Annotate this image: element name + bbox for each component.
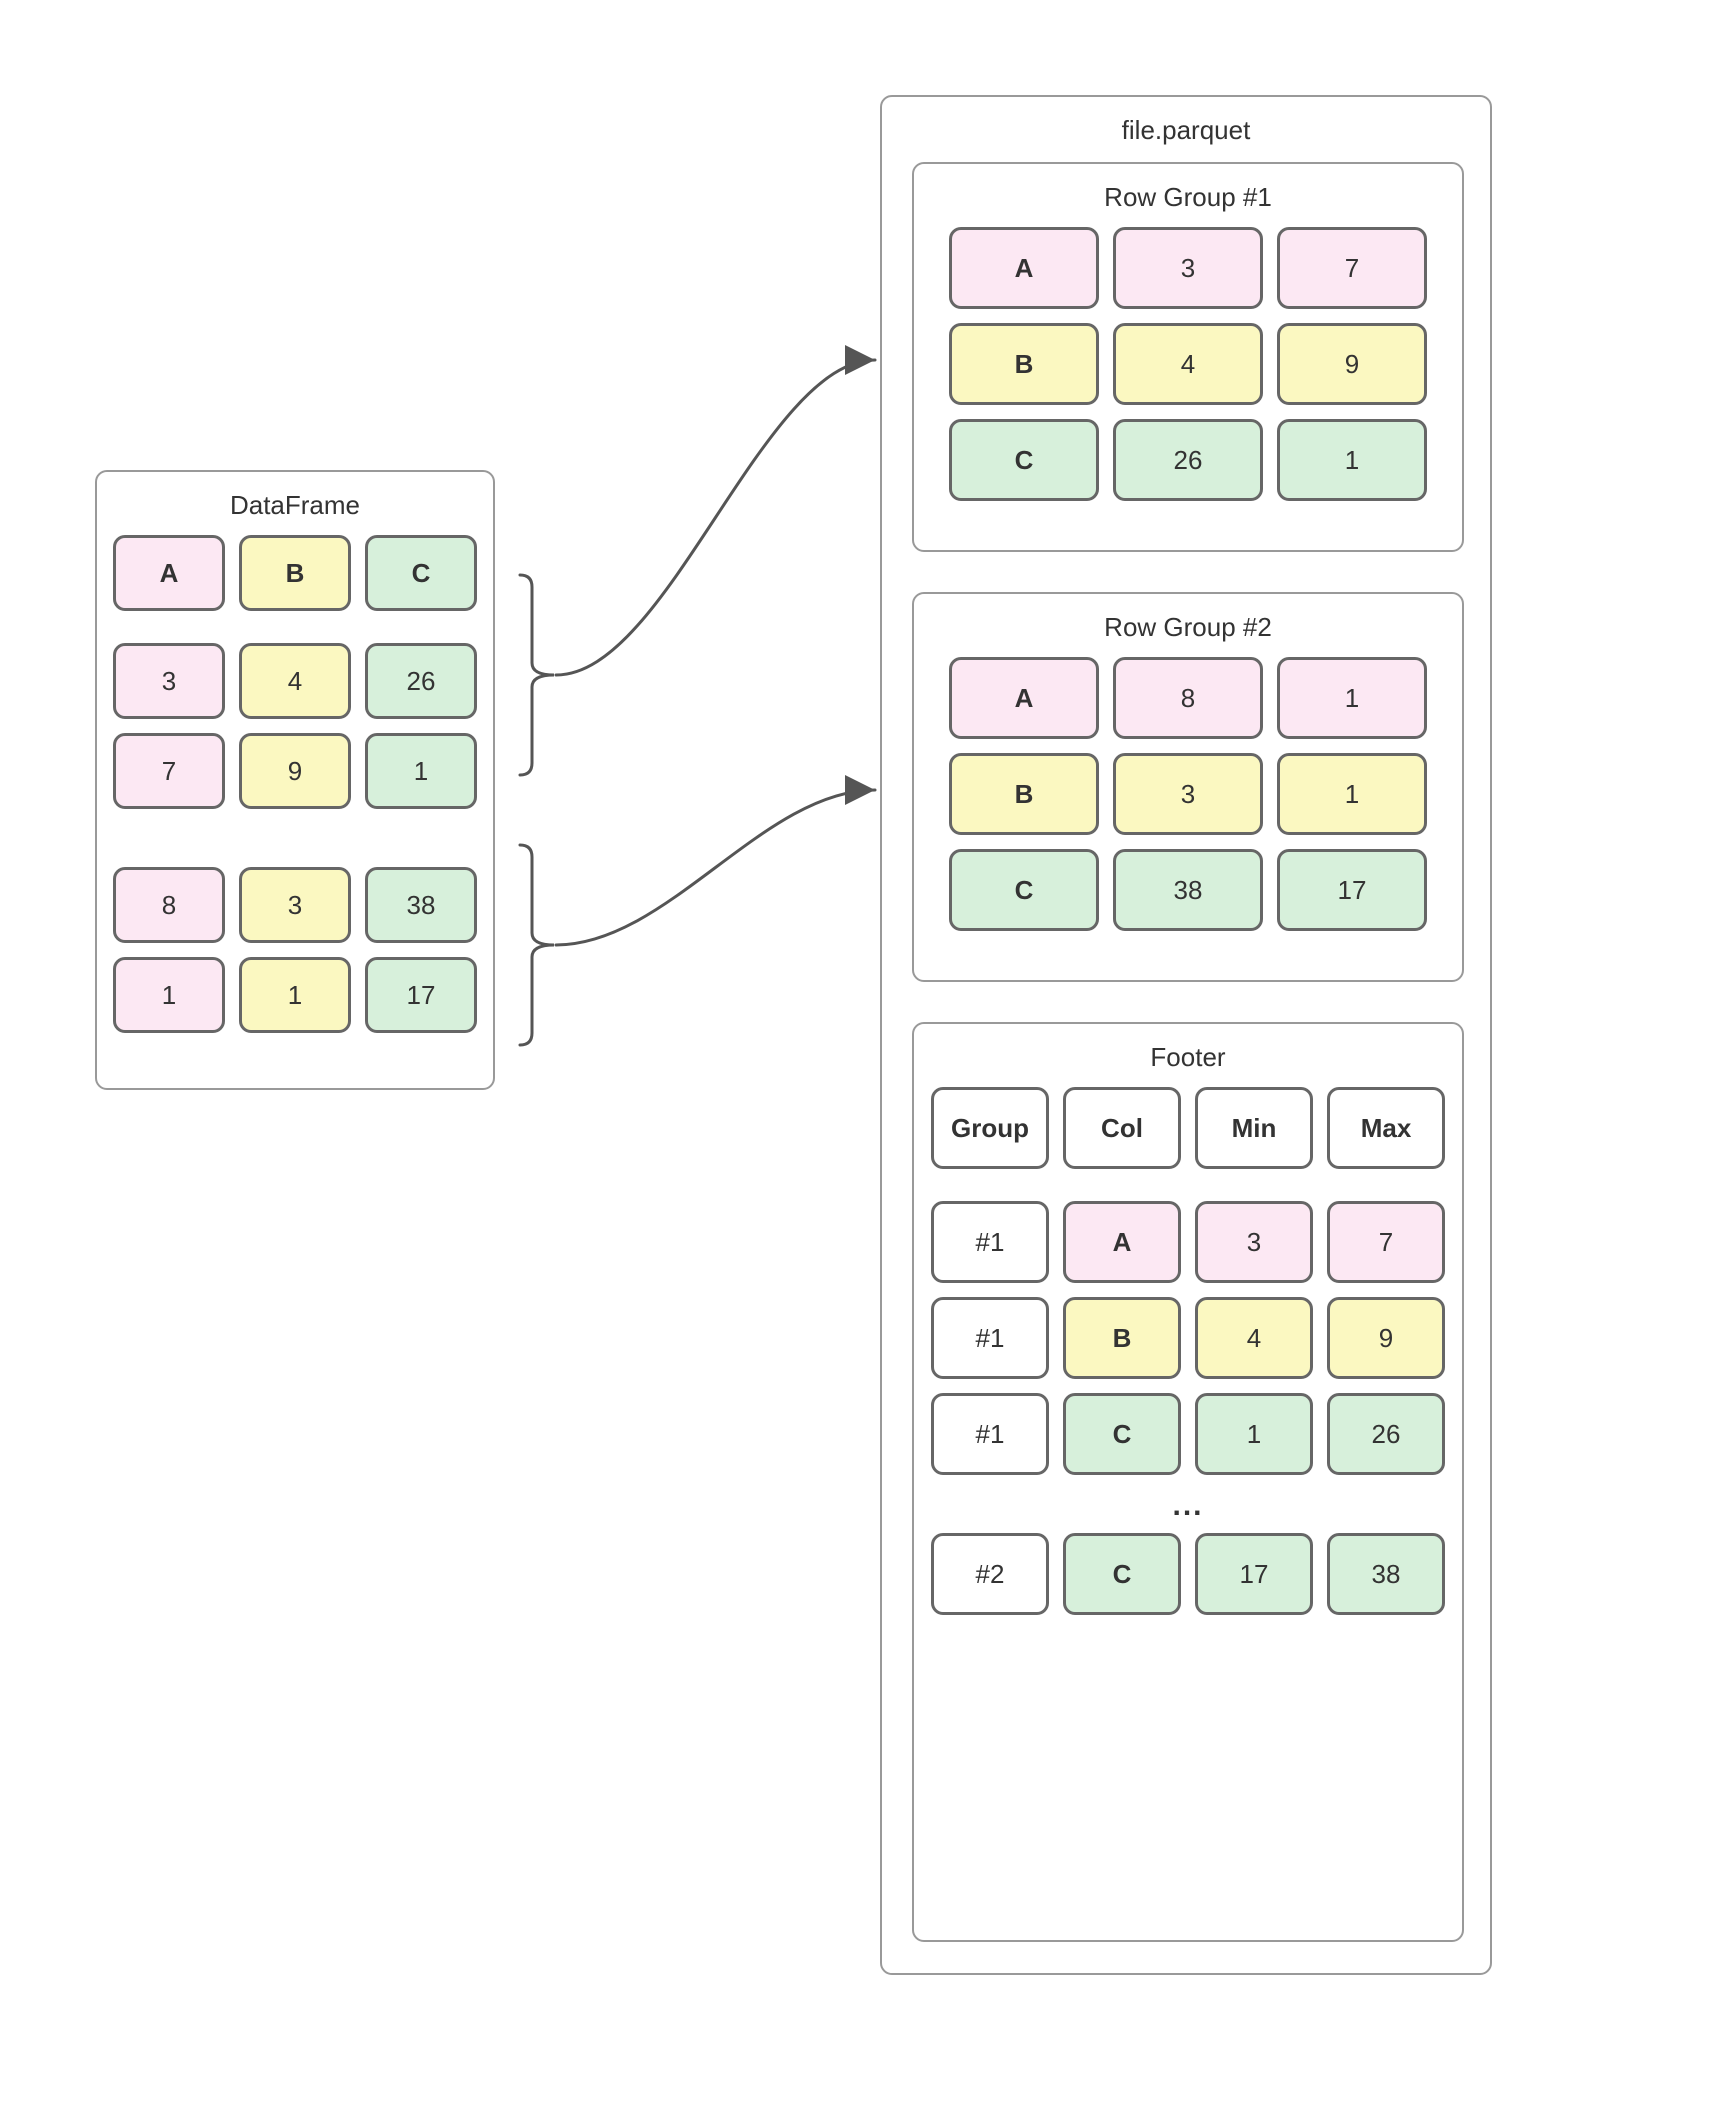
data-cell: 3: [1113, 753, 1263, 835]
footer-body: GroupColMinMax#1A37#1B49#1C126...#2C1738: [914, 1087, 1462, 1615]
data-cell: 3: [1113, 227, 1263, 309]
data-cell: 38: [1327, 1533, 1445, 1615]
data-cell: Group: [931, 1087, 1049, 1169]
data-cell: 4: [1113, 323, 1263, 405]
data-cell: 17: [1277, 849, 1427, 931]
data-row: B49: [914, 323, 1462, 405]
data-cell: Max: [1327, 1087, 1445, 1169]
data-cell: B: [1063, 1297, 1181, 1379]
data-cell: C: [1063, 1393, 1181, 1475]
data-cell: 1: [1277, 753, 1427, 835]
data-row: #1B49: [914, 1297, 1462, 1379]
data-row: ABC: [97, 535, 493, 611]
data-cell: 1: [1277, 419, 1427, 501]
dataframe-title: DataFrame: [97, 490, 493, 521]
data-cell: C: [949, 419, 1099, 501]
data-cell: 4: [1195, 1297, 1313, 1379]
data-cell: 26: [1113, 419, 1263, 501]
data-cell: 26: [1327, 1393, 1445, 1475]
ellipsis: ...: [914, 1489, 1462, 1523]
data-cell: 1: [239, 957, 351, 1033]
data-row: #2C1738: [914, 1533, 1462, 1615]
data-cell: 8: [113, 867, 225, 943]
data-row: #1A37: [914, 1201, 1462, 1283]
footer-panel: Footer GroupColMinMax#1A37#1B49#1C126...…: [912, 1022, 1464, 1942]
data-cell: C: [949, 849, 1099, 931]
data-row: 791: [97, 733, 493, 809]
row-group-2-panel: Row Group #2 A81B31C3817: [912, 592, 1464, 982]
data-cell: 9: [1277, 323, 1427, 405]
data-cell: Min: [1195, 1087, 1313, 1169]
data-cell: A: [949, 227, 1099, 309]
data-cell: A: [1063, 1201, 1181, 1283]
data-cell: 9: [1327, 1297, 1445, 1379]
data-row: GroupColMinMax: [914, 1087, 1462, 1169]
data-cell: 1: [113, 957, 225, 1033]
data-cell: B: [949, 323, 1099, 405]
data-cell: 9: [239, 733, 351, 809]
row-group-1-panel: Row Group #1 A37 B49 C261: [912, 162, 1464, 552]
footer-title: Footer: [914, 1042, 1462, 1073]
data-row: 8338: [97, 867, 493, 943]
data-row: A81: [914, 657, 1462, 739]
dataframe-body: ABC342679183381117: [97, 535, 493, 1033]
row-group-2-body: A81B31C3817: [914, 657, 1462, 931]
data-row: B31: [914, 753, 1462, 835]
data-cell: 7: [113, 733, 225, 809]
data-cell: B: [949, 753, 1099, 835]
row-group-2-title: Row Group #2: [914, 612, 1462, 643]
data-cell: 26: [365, 643, 477, 719]
data-cell: A: [949, 657, 1099, 739]
data-cell: #1: [931, 1297, 1049, 1379]
data-cell: 38: [365, 867, 477, 943]
data-cell: 3: [113, 643, 225, 719]
data-row: 1117: [97, 957, 493, 1033]
data-cell: B: [239, 535, 351, 611]
data-cell: 1: [1277, 657, 1427, 739]
data-row: A37: [914, 227, 1462, 309]
data-cell: #1: [931, 1201, 1049, 1283]
parquet-title: file.parquet: [882, 115, 1490, 146]
data-row: C3817: [914, 849, 1462, 931]
data-cell: 7: [1277, 227, 1427, 309]
data-cell: 17: [365, 957, 477, 1033]
parquet-panel: file.parquet Row Group #1 A37B49C261 Row…: [880, 95, 1492, 1975]
data-cell: 1: [365, 733, 477, 809]
data-cell: 17: [1195, 1533, 1313, 1615]
data-row: 3426: [97, 643, 493, 719]
data-cell: 4: [239, 643, 351, 719]
data-cell: 8: [1113, 657, 1263, 739]
data-cell: C: [365, 535, 477, 611]
row-group-1-title: Row Group #1: [914, 182, 1462, 213]
row-group-1-body: A37 B49 C261: [914, 227, 1462, 501]
data-cell: 7: [1327, 1201, 1445, 1283]
data-cell: #2: [931, 1533, 1049, 1615]
data-row: #1C126: [914, 1393, 1462, 1475]
data-cell: 3: [1195, 1201, 1313, 1283]
data-cell: #1: [931, 1393, 1049, 1475]
data-cell: Col: [1063, 1087, 1181, 1169]
data-cell: C: [1063, 1533, 1181, 1615]
data-cell: 38: [1113, 849, 1263, 931]
data-cell: A: [113, 535, 225, 611]
data-cell: 1: [1195, 1393, 1313, 1475]
data-cell: 3: [239, 867, 351, 943]
data-row: C261: [914, 419, 1462, 501]
dataframe-panel: DataFrame ABC342679183381117: [95, 470, 495, 1090]
